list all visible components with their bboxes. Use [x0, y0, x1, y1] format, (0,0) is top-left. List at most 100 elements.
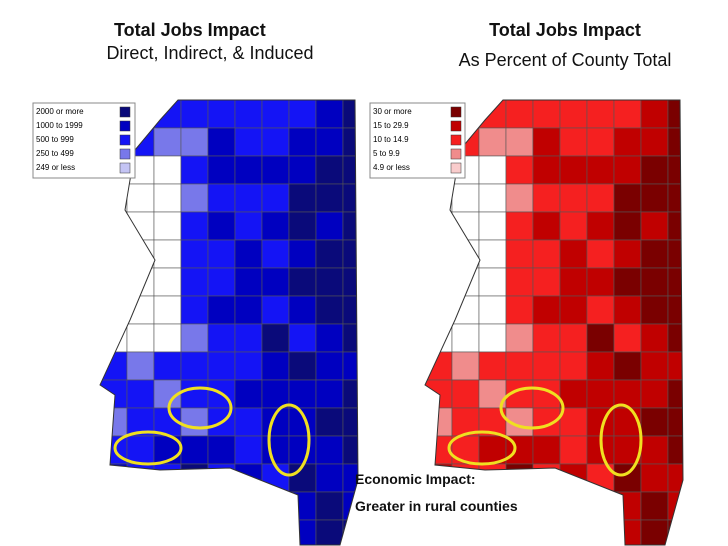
county — [613, 127, 642, 157]
county — [613, 155, 642, 185]
state-outline — [99, 99, 359, 546]
county — [288, 211, 317, 241]
title-left: Total Jobs Impact — [114, 20, 266, 40]
county — [261, 519, 290, 545]
county — [451, 323, 480, 353]
county — [207, 295, 236, 325]
legend: 2000 or more 1000 to 1999 500 to 999 250 to… — [32, 102, 136, 179]
county — [234, 127, 263, 157]
county — [261, 491, 290, 521]
county — [667, 491, 683, 521]
county — [288, 435, 317, 465]
county — [613, 211, 642, 241]
county — [478, 323, 507, 353]
county — [559, 155, 588, 185]
county — [261, 100, 290, 129]
county — [315, 155, 344, 185]
county — [180, 295, 209, 325]
county — [288, 519, 317, 545]
county — [261, 155, 290, 185]
legend-label: 1000 to 1999 — [36, 121, 83, 130]
county — [153, 491, 182, 521]
county — [234, 407, 263, 437]
county — [126, 323, 155, 353]
county — [667, 463, 683, 493]
county — [207, 491, 236, 521]
county — [261, 127, 290, 157]
county — [180, 435, 209, 465]
county — [640, 295, 669, 325]
county — [126, 379, 155, 409]
legend-label: 4.9 or less — [373, 163, 410, 172]
county — [288, 491, 317, 521]
county — [261, 435, 290, 465]
county — [667, 435, 683, 465]
county — [451, 519, 480, 545]
county — [532, 323, 561, 353]
county — [207, 351, 236, 381]
county — [640, 211, 669, 241]
county — [451, 295, 480, 325]
county — [234, 435, 263, 465]
county — [613, 183, 642, 213]
county — [451, 435, 480, 465]
county — [586, 519, 615, 545]
county — [586, 491, 615, 521]
county — [559, 267, 588, 297]
county — [234, 100, 263, 129]
county — [261, 267, 290, 297]
county — [586, 155, 615, 185]
county — [207, 155, 236, 185]
county — [640, 239, 669, 269]
county — [315, 295, 344, 325]
county — [126, 519, 155, 545]
county — [505, 519, 534, 545]
county — [180, 407, 209, 437]
annotation: Economic Impact: — [355, 471, 476, 487]
county — [532, 211, 561, 241]
county — [342, 183, 358, 213]
county — [288, 155, 317, 185]
county — [640, 323, 669, 353]
county — [667, 127, 683, 157]
county — [261, 379, 290, 409]
county — [478, 463, 507, 493]
county — [100, 267, 128, 297]
county — [207, 183, 236, 213]
county — [532, 519, 561, 545]
legend-label: 30 or more — [373, 107, 412, 116]
county — [180, 127, 209, 157]
county — [532, 239, 561, 269]
county — [153, 267, 182, 297]
county — [586, 351, 615, 381]
county — [180, 491, 209, 521]
county — [261, 295, 290, 325]
county — [559, 463, 588, 493]
county — [425, 519, 453, 545]
county — [180, 351, 209, 381]
county — [559, 323, 588, 353]
county — [315, 239, 344, 269]
county — [532, 127, 561, 157]
county — [640, 463, 669, 493]
county — [207, 267, 236, 297]
county — [532, 491, 561, 521]
county — [342, 100, 358, 129]
county — [234, 379, 263, 409]
county — [234, 183, 263, 213]
county — [586, 100, 615, 129]
county — [478, 267, 507, 297]
county — [288, 407, 317, 437]
legend-label: 250 to 499 — [36, 149, 74, 158]
legend-swatch — [119, 148, 131, 160]
county — [315, 183, 344, 213]
legend-swatch — [450, 106, 462, 118]
county — [234, 295, 263, 325]
subtitle-left: Direct, Indirect, & Induced — [106, 43, 314, 63]
legend-swatch — [450, 120, 462, 132]
county — [234, 155, 263, 185]
county — [342, 435, 358, 465]
county — [315, 267, 344, 297]
county — [586, 239, 615, 269]
